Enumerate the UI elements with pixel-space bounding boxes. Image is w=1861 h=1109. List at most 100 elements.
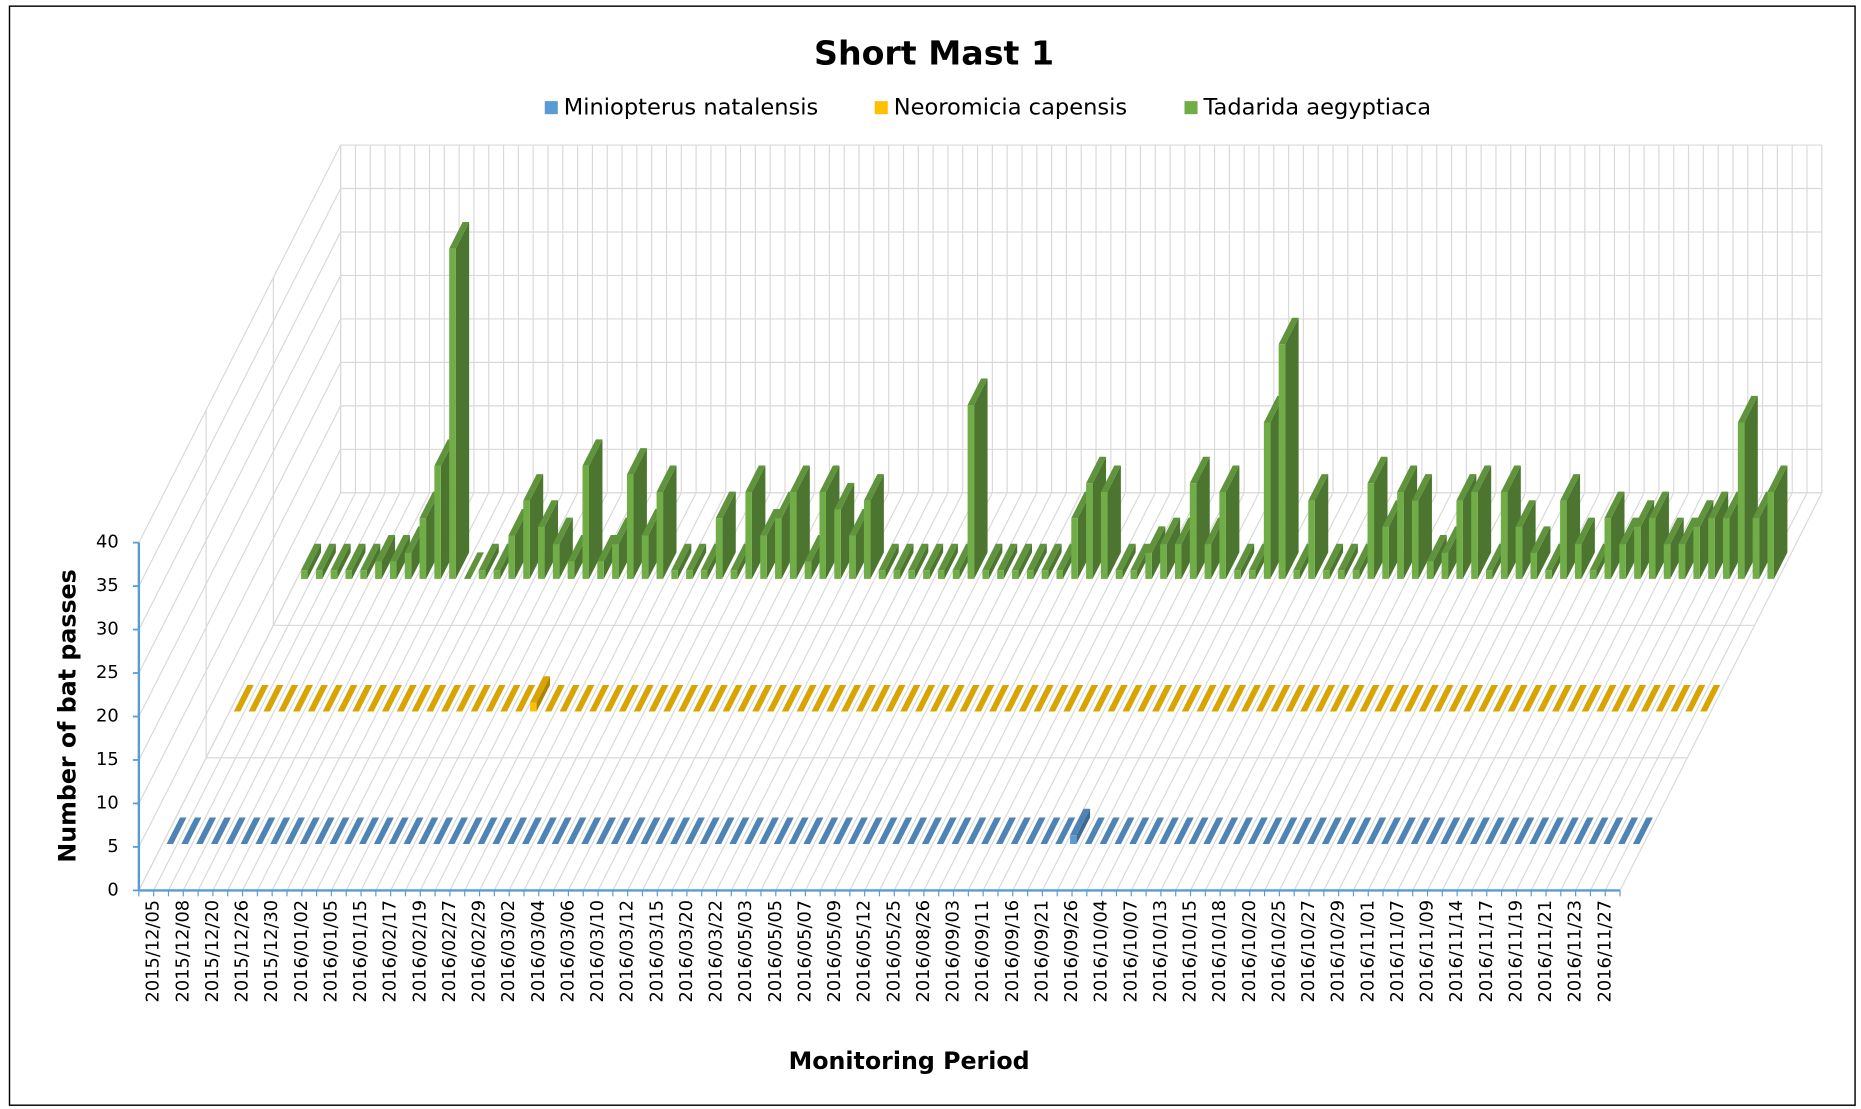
bar <box>923 570 930 579</box>
bar-top <box>1092 684 1113 712</box>
bar-top <box>959 684 980 712</box>
bar <box>1041 570 1049 579</box>
x-tick-label: 2016/09/11 <box>972 900 993 1003</box>
bar <box>1604 518 1612 579</box>
bar-top <box>625 817 646 844</box>
bar-side <box>589 439 603 579</box>
bar-top <box>1078 684 1099 712</box>
bar-top <box>655 817 676 844</box>
bar-top <box>915 684 936 712</box>
bar-top <box>270 817 291 844</box>
bar <box>804 561 812 579</box>
bar-top <box>1099 817 1120 844</box>
bar-top <box>678 684 699 712</box>
bar-top <box>722 684 743 712</box>
y-tick-label: 25 <box>96 662 119 683</box>
bar-top <box>1700 684 1721 712</box>
bar-top <box>1663 517 1684 545</box>
x-tick-label: 2016/05/07 <box>794 900 815 1003</box>
x-tick-label: 2016/10/29 <box>1328 900 1349 1003</box>
x-tick-label: 2016/08/26 <box>913 900 934 1003</box>
bar-side <box>352 543 366 579</box>
bar-side <box>381 535 396 579</box>
bar <box>1589 570 1597 579</box>
x-tick-label: 2016/10/25 <box>1268 900 1289 1003</box>
bar <box>789 491 797 579</box>
bar-top <box>1529 817 1550 844</box>
x-tick-label: 2016/09/03 <box>943 900 964 1003</box>
bar-side <box>1418 474 1432 579</box>
bar <box>952 570 960 579</box>
bar-top <box>966 817 987 844</box>
bar-top <box>1425 817 1446 844</box>
bar <box>582 465 590 579</box>
bar-top <box>819 465 840 492</box>
bar-top <box>767 684 788 712</box>
x-tick-label: 2016/05/12 <box>854 900 875 1003</box>
bar-top <box>1374 684 1395 712</box>
bar-side <box>1285 317 1299 579</box>
bar-top <box>1500 465 1521 492</box>
x-tick-label: 2016/02/29 <box>469 900 490 1003</box>
bar-top <box>544 684 565 712</box>
x-axis-title: Monitoring Period <box>789 1047 1030 1075</box>
bar <box>1456 500 1463 579</box>
bar-top <box>1241 684 1261 712</box>
bar <box>1397 491 1404 579</box>
bar-top <box>1026 543 1047 571</box>
bar-top <box>1012 543 1033 571</box>
bar-top <box>781 684 802 712</box>
bar-top <box>982 543 1003 571</box>
bar <box>1115 570 1123 579</box>
bar <box>1663 544 1671 579</box>
bar-top <box>1455 817 1476 844</box>
bar-top <box>1693 500 1714 527</box>
bar-top <box>1648 491 1669 519</box>
bar <box>1070 835 1077 844</box>
bar-top <box>1397 465 1418 492</box>
bar-top <box>1308 474 1329 501</box>
bar-top <box>314 817 335 844</box>
bar <box>1012 570 1019 579</box>
bar-top <box>196 817 217 844</box>
bar <box>1189 483 1197 579</box>
bar-side <box>1536 526 1551 579</box>
bar-top <box>1025 817 1046 844</box>
y-tick-label: 30 <box>96 619 119 640</box>
bar-top <box>1166 684 1187 712</box>
bar-top <box>1010 817 1031 844</box>
bar-top <box>900 684 921 712</box>
x-tick-label: 2016/01/05 <box>320 900 341 1003</box>
bar-top <box>462 817 483 844</box>
bar-side <box>1240 543 1255 579</box>
bar <box>612 544 619 579</box>
bar-top <box>1337 543 1358 571</box>
bar <box>730 570 738 579</box>
bar-side <box>1344 543 1358 579</box>
bar-top <box>240 817 261 844</box>
legend-label: Miniopterus natalensis <box>564 95 819 121</box>
bar-side <box>1166 517 1181 579</box>
bar <box>375 561 382 579</box>
bar-top <box>1033 684 1054 712</box>
bar-top <box>233 684 254 712</box>
bar-top <box>263 684 284 712</box>
x-tick-label: 2016/10/04 <box>1091 900 1112 1003</box>
bar-top <box>1426 535 1447 562</box>
bar <box>1648 518 1656 579</box>
bar-top <box>714 817 735 844</box>
x-tick-label: 2016/10/20 <box>1239 900 1260 1003</box>
bar-top <box>1359 684 1380 712</box>
bar-top <box>388 817 409 844</box>
bar-top <box>293 684 314 712</box>
bar-top <box>337 684 358 712</box>
x-tick-label: 2016/05/03 <box>735 900 756 1003</box>
bar-top <box>604 684 625 712</box>
bar <box>493 570 501 579</box>
bar <box>1426 561 1434 579</box>
bar-top <box>278 684 299 712</box>
bar-top <box>893 543 914 571</box>
bar-top <box>626 448 647 475</box>
bar-side <box>929 543 944 579</box>
bar-top <box>870 684 891 712</box>
